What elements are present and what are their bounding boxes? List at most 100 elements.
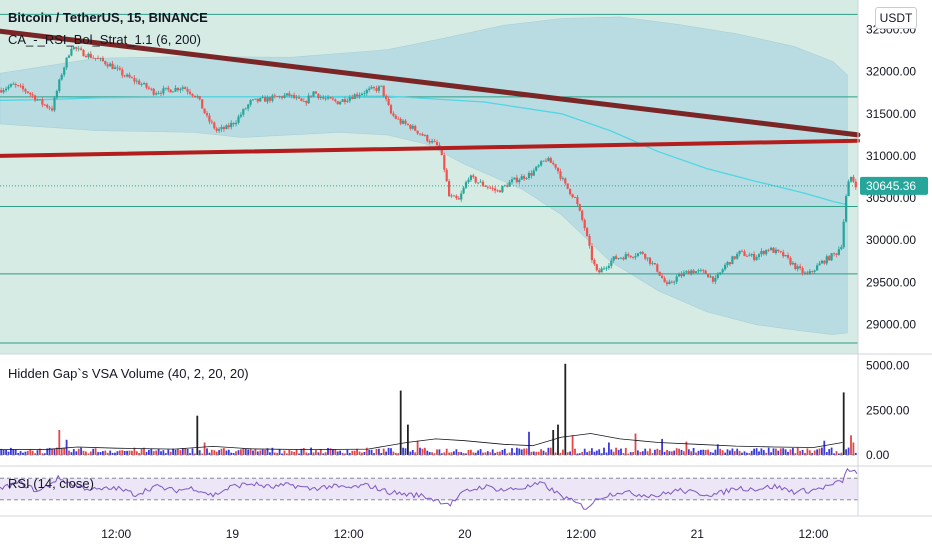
volume-bar	[46, 448, 49, 455]
volume-bar	[394, 452, 397, 455]
candle-body	[242, 109, 245, 115]
volume-indicator-title[interactable]: Hidden Gap`s VSA Volume (40, 2, 20, 20)	[8, 366, 249, 381]
volume-bar	[302, 448, 305, 455]
candle-body	[302, 101, 305, 102]
candle-body	[644, 254, 647, 259]
rsi-indicator-title[interactable]: RSI (14, close)	[8, 476, 94, 491]
volume-bar	[445, 448, 448, 455]
volume-bar	[106, 452, 109, 455]
candle-body	[24, 89, 27, 92]
candle-body	[692, 270, 695, 273]
volume-bar	[448, 452, 450, 455]
candle-body	[48, 107, 51, 109]
support-trend-line[interactable]	[0, 138, 860, 158]
candle-body	[724, 264, 727, 270]
volume-bar	[336, 451, 339, 455]
time-axis[interactable]: 12:00 19 12:00 20 12:00 21 12:00	[101, 527, 829, 541]
volume-bar	[424, 447, 426, 455]
volume-bar	[508, 452, 511, 455]
volume-bar	[535, 451, 538, 455]
candle-body	[680, 274, 683, 276]
candle-body	[53, 97, 56, 111]
volume-bar	[782, 448, 785, 455]
volume-axis[interactable]: 0.00 2500.00 5000.00	[866, 359, 910, 462]
volume-bar	[102, 451, 104, 455]
volume-bar	[80, 447, 82, 455]
candle-body	[486, 186, 489, 188]
candle-body	[520, 176, 523, 180]
volume-bar	[411, 450, 414, 455]
candle-body	[634, 256, 637, 258]
candle-body	[0, 90, 3, 93]
candle-body	[653, 263, 656, 265]
volume-bar	[588, 450, 591, 455]
volume-bar	[75, 451, 78, 455]
volume-bar	[276, 452, 279, 455]
candle-body	[457, 198, 460, 200]
symbol-title[interactable]: Bitcoin / TetherUS, 15, BINANCE	[8, 10, 208, 25]
volume-bar	[542, 450, 545, 455]
candle-body	[230, 122, 233, 128]
candle-body	[491, 187, 494, 189]
volume-bar	[150, 448, 153, 455]
volume-bar	[620, 448, 622, 455]
candle-body	[796, 266, 799, 270]
volume-bar	[489, 452, 492, 455]
candle-body	[198, 96, 201, 100]
candle-body	[382, 85, 385, 96]
volume-average-line	[0, 433, 843, 451]
volume-bar	[387, 447, 390, 455]
volume-bar	[787, 451, 789, 455]
resistance-trend-line[interactable]	[0, 28, 861, 138]
volume-bar	[145, 452, 148, 455]
candle-body	[336, 101, 339, 105]
volume-bar	[5, 449, 7, 455]
currency-badge[interactable]: USDT	[875, 7, 917, 29]
candle-body	[75, 47, 78, 49]
candle-body	[757, 254, 761, 258]
candle-body	[239, 114, 242, 117]
volume-bar	[363, 451, 366, 455]
volume-bar	[269, 452, 271, 455]
volume-bar	[612, 451, 615, 455]
candle-body	[794, 262, 797, 269]
volume-bar	[516, 447, 518, 455]
volume-bar	[416, 440, 419, 455]
volume-bar	[259, 450, 262, 455]
candle-body	[530, 173, 533, 176]
volume-bar	[433, 453, 436, 455]
volume-bar	[114, 452, 116, 455]
candle-body	[247, 104, 250, 109]
candle-body	[9, 84, 12, 87]
candle-body	[331, 98, 334, 100]
candle-body	[556, 167, 560, 172]
volume-bar	[419, 447, 421, 455]
candle-body	[641, 252, 644, 254]
candle-body	[159, 92, 163, 94]
volume-bar	[332, 449, 334, 455]
candle-body	[138, 80, 141, 85]
volume-bar	[361, 452, 363, 455]
volume-bar	[242, 448, 245, 455]
candle-body	[849, 176, 853, 182]
volume-bar	[218, 450, 220, 455]
volume-bar	[254, 449, 257, 455]
indicator-title[interactable]: CA_-_RSI_Bol_Strat_1.1 (6, 200)	[8, 32, 201, 47]
price-tick-label: 31500.00	[866, 107, 916, 121]
volume-bar	[615, 447, 617, 455]
volume-bar	[772, 448, 775, 455]
volume-bar	[750, 450, 753, 455]
candle-body	[518, 179, 521, 183]
candle-body	[784, 255, 787, 257]
candle-body	[380, 85, 383, 87]
candle-body	[196, 96, 199, 98]
candle-body	[527, 173, 531, 178]
volume-bar	[545, 452, 547, 455]
candle-body	[573, 197, 577, 198]
candle-body	[123, 75, 126, 77]
volume-bar	[792, 448, 794, 455]
candle-body	[82, 49, 85, 57]
volume-bar	[467, 450, 470, 455]
candle-body	[300, 98, 303, 101]
